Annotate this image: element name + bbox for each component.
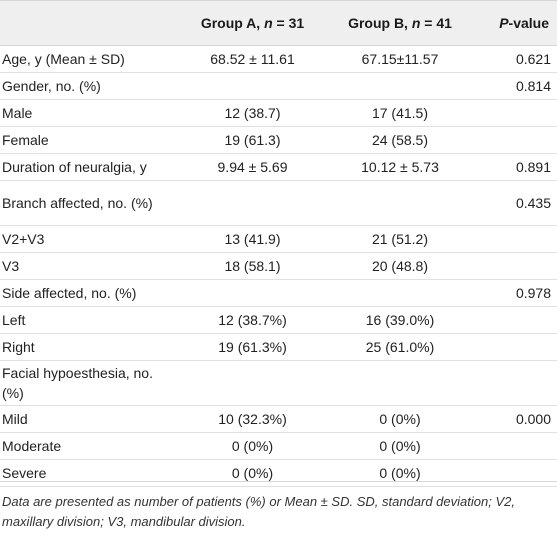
table-row: Age, y (Mean ± SD) 68.52 ± 11.61 67.15±11.… bbox=[0, 45, 557, 73]
group-a-value: 68.52 ± 11.61 bbox=[170, 45, 335, 73]
row-label: Male bbox=[0, 99, 170, 127]
group-a-value: 13 (41.9) bbox=[170, 225, 335, 253]
group-b-value: 67.15±11.57 bbox=[335, 45, 465, 73]
header-group-b: Group B, n = 41 bbox=[335, 0, 465, 46]
group-a-value: 0 (0%) bbox=[170, 459, 335, 487]
table-row: Duration of neuralgia, y 9.94 ± 5.69 10.12… bbox=[0, 153, 557, 181]
p-value: 0.891 bbox=[465, 153, 557, 181]
row-label: V2+V3 bbox=[0, 225, 170, 253]
header-group-a-n: n bbox=[264, 15, 273, 31]
group-b-value: 0 (0%) bbox=[335, 459, 465, 487]
row-label: Severe bbox=[0, 459, 170, 487]
header-group-b-suffix: = 41 bbox=[420, 15, 452, 31]
row-label: Right bbox=[0, 333, 170, 361]
p-value: 0.978 bbox=[465, 279, 557, 307]
table-row: Gender, no. (%) 0.814 bbox=[0, 72, 557, 100]
p-value: 0.814 bbox=[465, 72, 557, 100]
p-value bbox=[465, 459, 557, 487]
table-row: Branch affected, no. (%) 0.435 bbox=[0, 180, 557, 226]
group-a-value: 10 (32.3%) bbox=[170, 405, 335, 433]
table-row: Female 19 (61.3) 24 (58.5) bbox=[0, 126, 557, 154]
table-row: Mild 10 (32.3%) 0 (0%) 0.000 bbox=[0, 405, 557, 433]
group-b-value: 17 (41.5) bbox=[335, 99, 465, 127]
table-row: Side affected, no. (%) 0.978 bbox=[0, 279, 557, 307]
group-a-value bbox=[170, 180, 335, 226]
header-group-a-suffix: = 31 bbox=[272, 15, 305, 31]
table-body: Age, y (Mean ± SD) 68.52 ± 11.61 67.15±11.… bbox=[0, 45, 557, 487]
row-label: Facial hypoesthesia, no. (%) bbox=[0, 360, 170, 406]
row-label: Left bbox=[0, 306, 170, 334]
group-a-value bbox=[170, 360, 335, 406]
p-value bbox=[465, 432, 557, 460]
row-label: Moderate bbox=[0, 432, 170, 460]
group-b-value: 16 (39.0%) bbox=[335, 306, 465, 334]
row-label: Branch affected, no. (%) bbox=[0, 180, 170, 226]
p-value bbox=[465, 333, 557, 361]
table-row: Left 12 (38.7%) 16 (39.0%) bbox=[0, 306, 557, 334]
p-value bbox=[465, 126, 557, 154]
row-label: Mild bbox=[0, 405, 170, 433]
group-b-value bbox=[335, 72, 465, 100]
table-header-row: Group A, n = 31 Group B, n = 41 P-value bbox=[0, 0, 557, 46]
table-row: V2+V3 13 (41.9) 21 (51.2) bbox=[0, 225, 557, 253]
group-a-value: 18 (58.1) bbox=[170, 252, 335, 280]
group-b-value: 21 (51.2) bbox=[335, 225, 465, 253]
row-label: Side affected, no. (%) bbox=[0, 279, 170, 307]
p-value: 0.435 bbox=[465, 180, 557, 226]
group-a-value bbox=[170, 279, 335, 307]
header-p-value: P-value bbox=[465, 0, 557, 46]
group-a-value: 9.94 ± 5.69 bbox=[170, 153, 335, 181]
row-label: Age, y (Mean ± SD) bbox=[0, 45, 170, 73]
table-footnote: Data are presented as number of patients… bbox=[0, 481, 557, 532]
p-value bbox=[465, 225, 557, 253]
row-label: Duration of neuralgia, y bbox=[0, 153, 170, 181]
row-label: V3 bbox=[0, 252, 170, 280]
header-group-b-prefix: Group B, bbox=[348, 15, 412, 31]
p-value: 0.621 bbox=[465, 45, 557, 73]
header-group-a: Group A, n = 31 bbox=[170, 0, 335, 46]
group-b-value: 20 (48.8) bbox=[335, 252, 465, 280]
group-b-value: 25 (61.0%) bbox=[335, 333, 465, 361]
header-p-italic: P bbox=[499, 15, 509, 31]
group-a-value: 19 (61.3) bbox=[170, 126, 335, 154]
group-a-value: 19 (61.3%) bbox=[170, 333, 335, 361]
p-value bbox=[465, 99, 557, 127]
table-row: Male 12 (38.7) 17 (41.5) bbox=[0, 99, 557, 127]
group-a-value: 12 (38.7) bbox=[170, 99, 335, 127]
p-value bbox=[465, 306, 557, 334]
p-value bbox=[465, 252, 557, 280]
row-label: Gender, no. (%) bbox=[0, 72, 170, 100]
table-row: Severe 0 (0%) 0 (0%) bbox=[0, 459, 557, 487]
table-row: Right 19 (61.3%) 25 (61.0%) bbox=[0, 333, 557, 361]
group-a-value bbox=[170, 72, 335, 100]
group-b-value bbox=[335, 180, 465, 226]
demographics-table-container: Group A, n = 31 Group B, n = 41 P-value … bbox=[0, 0, 557, 487]
group-b-value: 0 (0%) bbox=[335, 405, 465, 433]
group-b-value: 24 (58.5) bbox=[335, 126, 465, 154]
group-b-value: 0 (0%) bbox=[335, 432, 465, 460]
row-label: Female bbox=[0, 126, 170, 154]
group-b-value bbox=[335, 279, 465, 307]
header-group-a-prefix: Group A, bbox=[200, 15, 265, 31]
group-b-value: 10.12 ± 5.73 bbox=[335, 153, 465, 181]
table-row: V3 18 (58.1) 20 (48.8) bbox=[0, 252, 557, 280]
group-a-value: 0 (0%) bbox=[170, 432, 335, 460]
header-label-cell bbox=[0, 0, 170, 46]
p-value: 0.000 bbox=[465, 405, 557, 433]
table-row: Facial hypoesthesia, no. (%) bbox=[0, 360, 557, 406]
p-value bbox=[465, 360, 557, 406]
header-p-suffix: -value bbox=[508, 15, 549, 31]
table-row: Moderate 0 (0%) 0 (0%) bbox=[0, 432, 557, 460]
group-a-value: 12 (38.7%) bbox=[170, 306, 335, 334]
header-group-b-n: n bbox=[411, 15, 421, 31]
demographics-table: Group A, n = 31 Group B, n = 41 P-value … bbox=[0, 0, 557, 487]
group-b-value bbox=[335, 360, 465, 406]
